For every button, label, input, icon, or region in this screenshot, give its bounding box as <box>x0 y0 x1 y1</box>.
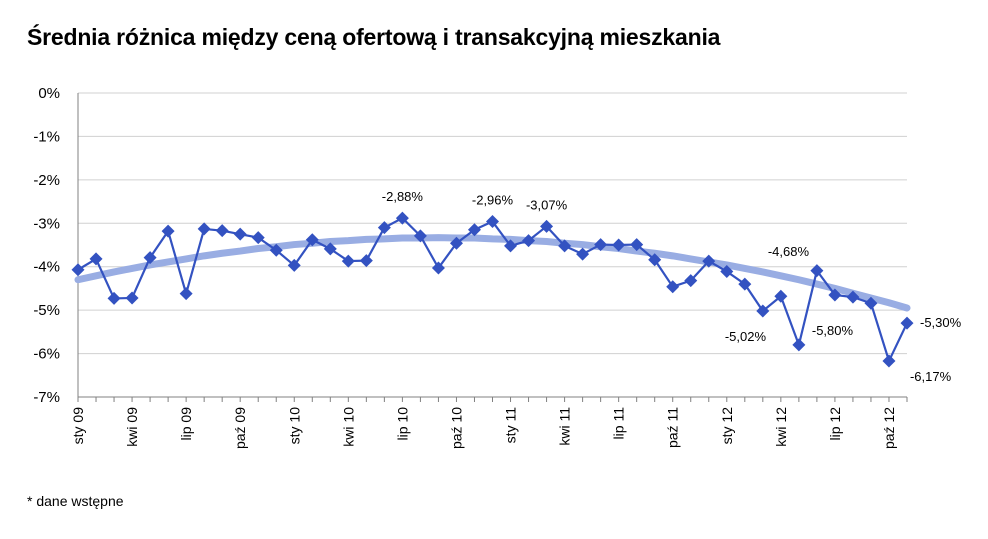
data-point <box>558 239 572 253</box>
x-tick-label: sty 10 <box>286 407 302 445</box>
y-tick-label: 0% <box>38 85 60 102</box>
data-label: -5,30% <box>920 315 962 330</box>
data-point <box>143 251 157 265</box>
data-point <box>323 242 337 256</box>
data-point <box>431 261 445 275</box>
x-tick-label: lip 10 <box>394 407 410 441</box>
trend-line <box>74 234 911 312</box>
data-point <box>738 277 752 291</box>
data-point <box>341 254 355 268</box>
x-tick-label: lip 12 <box>827 407 843 441</box>
x-tick-label: sty 09 <box>70 407 86 445</box>
data-point <box>287 258 301 272</box>
x-tick-label: lip 11 <box>611 407 627 440</box>
data-point <box>71 263 85 277</box>
data-label: -3,07% <box>526 197 568 212</box>
y-tick-label: -1% <box>33 128 60 145</box>
data-label: -5,80% <box>812 323 854 338</box>
x-tick-label: paź 09 <box>232 407 248 449</box>
x-tick-label: sty 11 <box>503 407 519 444</box>
data-point <box>792 338 806 352</box>
data-point <box>756 304 770 318</box>
data-point <box>666 280 680 294</box>
data-point <box>233 227 247 241</box>
y-tick-label: -2% <box>33 172 60 189</box>
x-tick-label: sty 12 <box>719 407 735 445</box>
data-point <box>125 291 139 305</box>
data-point <box>161 224 175 238</box>
data-label: -2,96% <box>472 193 514 208</box>
data-point <box>179 287 193 301</box>
y-tick-label: -4% <box>33 259 60 276</box>
data-point <box>900 316 914 330</box>
x-tick-label: kwi 12 <box>773 407 789 447</box>
data-point <box>305 233 319 247</box>
data-point <box>846 290 860 304</box>
data-point <box>828 288 842 302</box>
data-point <box>377 221 391 235</box>
data-point <box>630 238 644 252</box>
x-tick-label: kwi 10 <box>340 407 356 447</box>
data-point <box>702 254 716 268</box>
data-label: -4,68% <box>768 244 810 259</box>
data-point <box>467 223 481 237</box>
data-point <box>107 291 121 305</box>
data-point <box>359 254 373 268</box>
x-tick-label: paź 12 <box>881 407 897 449</box>
y-tick-label: -5% <box>33 302 60 319</box>
data-point <box>449 236 463 250</box>
data-point <box>882 354 896 368</box>
data-point <box>594 238 608 252</box>
data-point <box>269 243 283 257</box>
footnote: * dane wstępne <box>27 493 124 509</box>
chart-title: Średnia różnica między ceną ofertową i t… <box>27 24 721 50</box>
x-tick-label: kwi 09 <box>124 407 140 447</box>
y-tick-label: -7% <box>33 389 60 406</box>
x-tick-label: paź 10 <box>448 407 464 449</box>
data-point <box>810 264 824 278</box>
data-point <box>197 222 211 236</box>
data-point <box>251 231 265 245</box>
data-point <box>89 252 103 266</box>
data-label: -6,17% <box>910 369 952 384</box>
data-point <box>774 289 788 303</box>
data-point <box>864 296 878 310</box>
y-tick-label: -6% <box>33 346 60 363</box>
data-point <box>486 215 499 229</box>
data-point <box>395 211 409 225</box>
data-point <box>648 253 662 267</box>
x-tick-label: lip 09 <box>178 407 194 441</box>
y-tick-label: -3% <box>33 215 60 232</box>
data-label: -5,02% <box>725 329 767 344</box>
data-point <box>612 238 626 252</box>
data-point <box>522 234 536 248</box>
x-tick-label: paź 11 <box>665 407 681 448</box>
data-point <box>413 229 427 243</box>
data-point <box>684 274 698 288</box>
data-point <box>215 224 229 238</box>
data-point <box>576 247 590 261</box>
data-point <box>720 264 734 278</box>
data-label: -2,88% <box>382 189 424 204</box>
x-tick-label: kwi 11 <box>557 407 573 446</box>
data-point <box>504 239 518 253</box>
data-point <box>540 219 554 233</box>
